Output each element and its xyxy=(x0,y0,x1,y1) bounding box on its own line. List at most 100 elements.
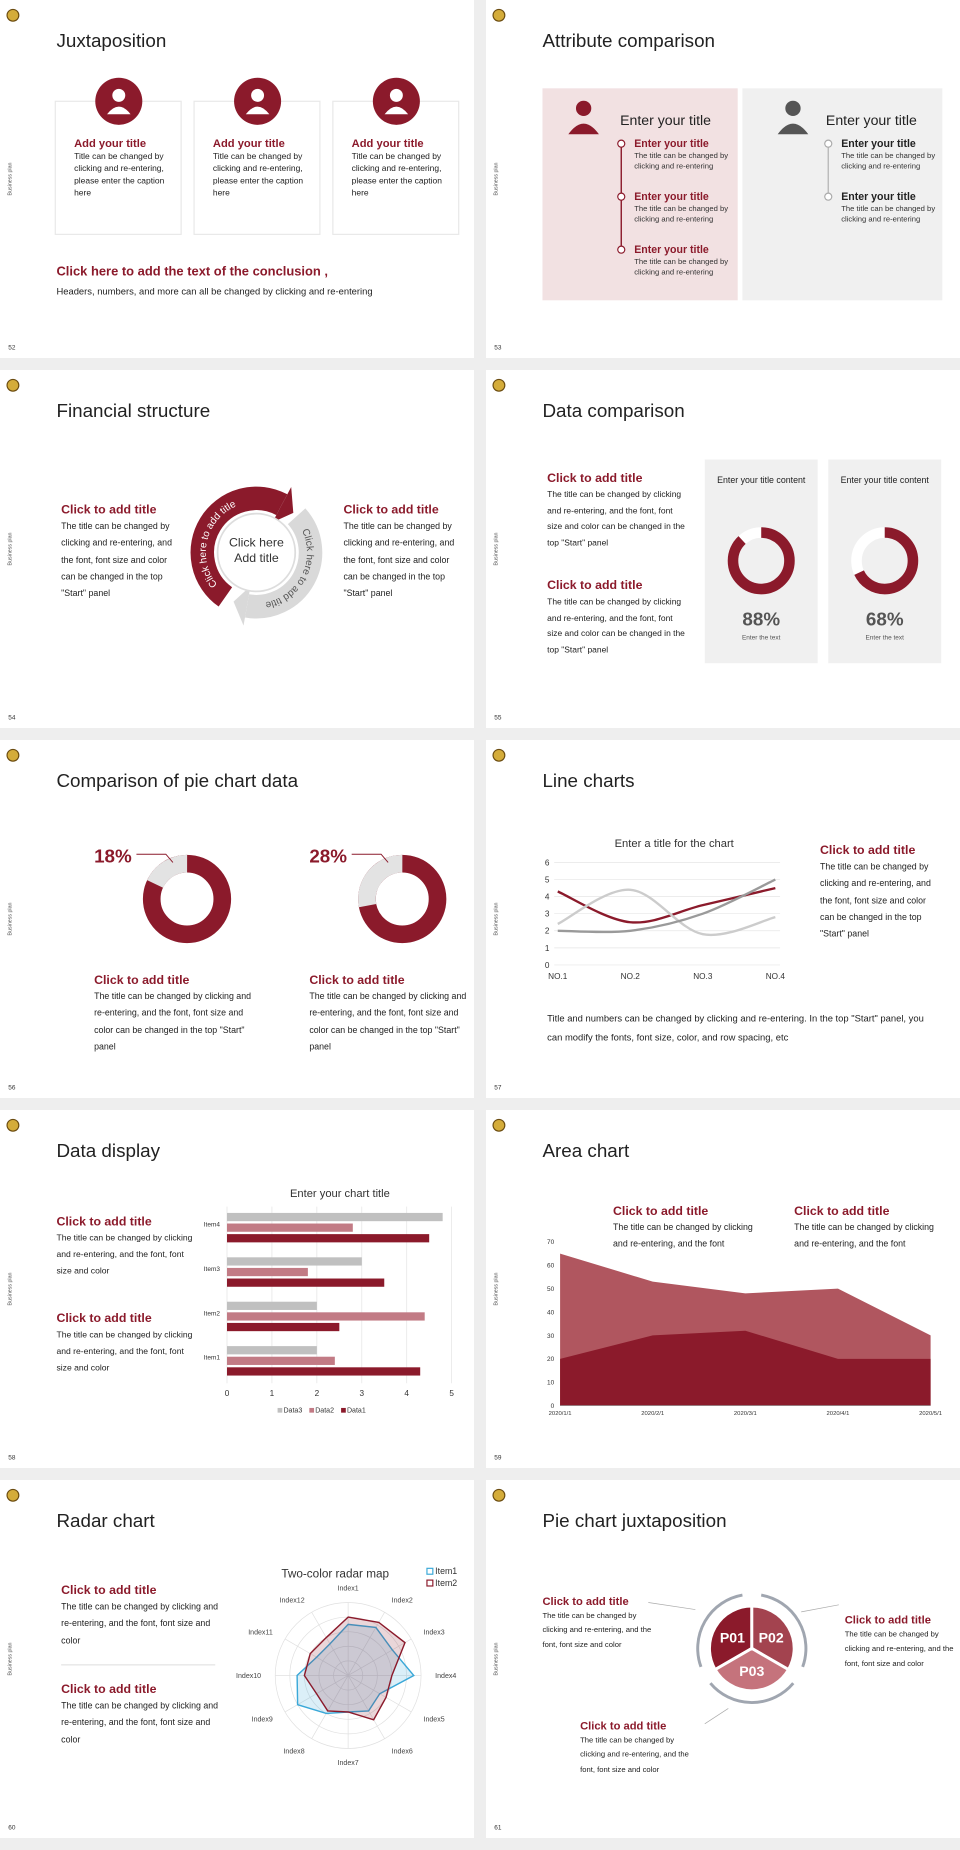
block-title: Click to add title xyxy=(343,503,438,517)
block-text: The title can be changed by clicking and… xyxy=(343,520,455,599)
slide-canvas: Business plan 61 Pie chart juxtaposition P0… xyxy=(492,1488,954,1832)
slide-title: Data comparison xyxy=(542,400,684,421)
text-box: The title can be changed by clicking and… xyxy=(634,152,728,171)
bar xyxy=(227,1367,421,1376)
x-tick-label: 4 xyxy=(404,1389,409,1398)
item-title: Enter your title xyxy=(634,138,709,150)
radar-spoke xyxy=(347,1638,412,1676)
page-number: 60 xyxy=(8,1825,16,1832)
block-title: Click to add title xyxy=(580,1721,666,1733)
cycle-center-text: Click here xyxy=(229,536,284,550)
logo xyxy=(6,748,20,762)
card-text: Title can be changed by clicking and re-… xyxy=(74,150,165,199)
y-tick-label: 60 xyxy=(547,1263,555,1270)
slide-canvas: Business plan 59 Area chart Click to add ti… xyxy=(492,1118,942,1462)
side-label: Business plan xyxy=(494,902,500,935)
radar-label: Index8 xyxy=(283,1748,304,1755)
chart-title: Enter a title for the chart xyxy=(615,838,735,850)
block-text: The title can be changed by clicking and… xyxy=(309,990,467,1052)
segment-label: P03 xyxy=(739,1663,764,1679)
donut-arc xyxy=(142,854,232,944)
panel-header: Enter your title xyxy=(826,112,917,128)
bar xyxy=(227,1356,335,1365)
text-box: The title can be changed by clicking and… xyxy=(61,1601,218,1645)
donut-arc xyxy=(851,527,919,595)
y-tick-label: 5 xyxy=(545,875,550,884)
slide-title: Comparison of pie chart data xyxy=(56,770,298,791)
side-label: Business plan xyxy=(8,902,14,935)
text-box: The title can be changed by clicking and… xyxy=(61,520,172,599)
side-label: Business plan xyxy=(8,162,14,195)
legend-label: Item2 xyxy=(435,1578,457,1588)
logo xyxy=(492,8,506,22)
icon xyxy=(107,106,131,115)
item-title: Enter your title xyxy=(841,138,916,150)
card-title: Add your title xyxy=(74,138,146,150)
side-label: Business plan xyxy=(494,162,500,195)
x-tick-label: 2020/3/1 xyxy=(734,1411,757,1417)
y-tick-label: 3 xyxy=(545,910,550,919)
page-number: 56 xyxy=(8,1085,16,1092)
timeline-dot xyxy=(617,245,626,254)
ring-arc xyxy=(760,1593,808,1668)
segment-label: P02 xyxy=(759,1630,784,1646)
bar xyxy=(227,1301,317,1310)
slide: Business plan 57 Line charts Enter a title … xyxy=(486,740,960,1098)
y-tick-label: 2 xyxy=(545,927,550,936)
text-box: Title can be changed by clicking and re-… xyxy=(74,150,165,199)
slide-title: Radar chart xyxy=(56,1510,155,1531)
connector xyxy=(801,1604,839,1613)
item-text: The title can be changed by clicking and… xyxy=(634,204,729,225)
page-number: 59 xyxy=(494,1455,502,1462)
icon xyxy=(112,88,126,102)
logo xyxy=(492,1118,506,1132)
block-title: Click to add title xyxy=(61,1583,156,1597)
x-tick-label: 1 xyxy=(270,1389,275,1398)
text-box: The title can be changed by clicking and… xyxy=(841,151,936,172)
radar-label: Index9 xyxy=(252,1716,273,1723)
radar-label: Index11 xyxy=(248,1629,273,1636)
slide-title: Area chart xyxy=(542,1140,630,1161)
text-box: The title can be changed by clicking and… xyxy=(841,205,935,224)
text-box: Enter your title content xyxy=(841,475,929,486)
cycle-arrow xyxy=(272,487,294,523)
item-title: Enter your title xyxy=(841,191,916,203)
item-text: The title can be changed by clicking and… xyxy=(841,151,936,172)
page-number: 53 xyxy=(494,345,502,352)
panel xyxy=(542,88,738,301)
card-text: Title can be changed by clicking and re-… xyxy=(351,150,442,199)
block-text: The title can be changed by clicking and… xyxy=(61,520,172,599)
radar-spoke xyxy=(311,1675,349,1739)
x-tick-label: 5 xyxy=(449,1389,454,1398)
y-tick-label: 1 xyxy=(545,944,550,953)
text-box: The title can be changed by clicking and… xyxy=(309,990,467,1052)
side-label: Business plan xyxy=(494,1642,500,1675)
text-box: The title can be changed by clicking and… xyxy=(547,489,685,548)
logo xyxy=(6,1488,20,1502)
y-tick-label: 50 xyxy=(547,1286,555,1293)
donut-caption: Enter the text xyxy=(742,635,781,642)
legend-label: Data3 xyxy=(283,1408,302,1415)
slide: Business plan 61 Pie chart juxtaposition P0… xyxy=(486,1480,960,1838)
x-tick-label: 2020/2/1 xyxy=(641,1411,664,1417)
chart-title: Enter your chart title xyxy=(290,1188,390,1200)
card-title: Add your title xyxy=(213,138,285,150)
slide: Business plan 55 Data comparison Click to a… xyxy=(486,370,960,728)
donut-arc xyxy=(358,854,447,944)
x-tick-label: NO.3 xyxy=(693,972,713,981)
text-box: The title can be changed by clicking and… xyxy=(56,1329,192,1372)
bar xyxy=(227,1278,385,1287)
text-box: Title can be changed by clicking and re-… xyxy=(351,150,442,199)
logo xyxy=(492,1488,506,1502)
icon xyxy=(245,106,270,115)
x-tick-label: 2020/1/1 xyxy=(549,1411,572,1417)
slide-title: Data display xyxy=(56,1140,160,1161)
slide-title: Pie chart juxtaposition xyxy=(542,1510,726,1531)
bar xyxy=(227,1267,308,1277)
bar xyxy=(227,1322,340,1332)
panel-header: Enter your title xyxy=(620,112,711,128)
cycle-arrow xyxy=(233,586,251,626)
side-label: Business plan xyxy=(494,1272,500,1305)
slide-title: Attribute comparison xyxy=(542,30,715,51)
